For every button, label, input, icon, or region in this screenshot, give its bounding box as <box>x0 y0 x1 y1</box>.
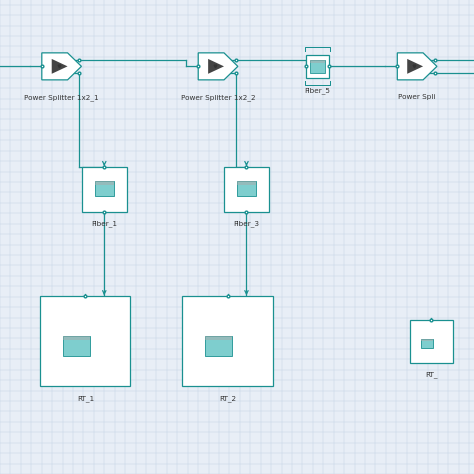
Polygon shape <box>407 59 423 74</box>
Bar <box>237 182 256 185</box>
Bar <box>205 336 232 340</box>
Polygon shape <box>52 59 68 74</box>
Text: RT_1: RT_1 <box>77 395 94 401</box>
Text: Fiber_5: Fiber_5 <box>305 88 330 94</box>
Polygon shape <box>198 53 238 80</box>
Bar <box>95 182 114 196</box>
Bar <box>306 55 329 78</box>
Polygon shape <box>42 53 82 80</box>
Text: Power Spli: Power Spli <box>399 94 436 100</box>
Polygon shape <box>208 59 224 74</box>
Bar <box>421 339 433 348</box>
Bar <box>310 60 325 73</box>
Text: RT_: RT_ <box>425 371 438 378</box>
Text: RT_2: RT_2 <box>219 395 236 401</box>
Bar <box>310 60 325 63</box>
Text: Fiber_1: Fiber_1 <box>91 221 117 228</box>
Bar <box>82 167 127 212</box>
Bar <box>205 336 232 356</box>
Bar <box>237 182 256 196</box>
Bar <box>421 339 433 341</box>
Text: Fiber_3: Fiber_3 <box>234 221 259 228</box>
Bar <box>182 296 273 386</box>
Polygon shape <box>397 53 437 80</box>
Bar <box>63 336 90 356</box>
Bar <box>410 320 453 363</box>
Bar <box>95 182 114 185</box>
Text: Power Splitter 1x2_1: Power Splitter 1x2_1 <box>24 94 99 101</box>
Bar <box>40 296 130 386</box>
Text: Power Splitter 1x2_2: Power Splitter 1x2_2 <box>181 94 255 101</box>
Bar <box>224 167 269 212</box>
Bar <box>63 336 90 340</box>
